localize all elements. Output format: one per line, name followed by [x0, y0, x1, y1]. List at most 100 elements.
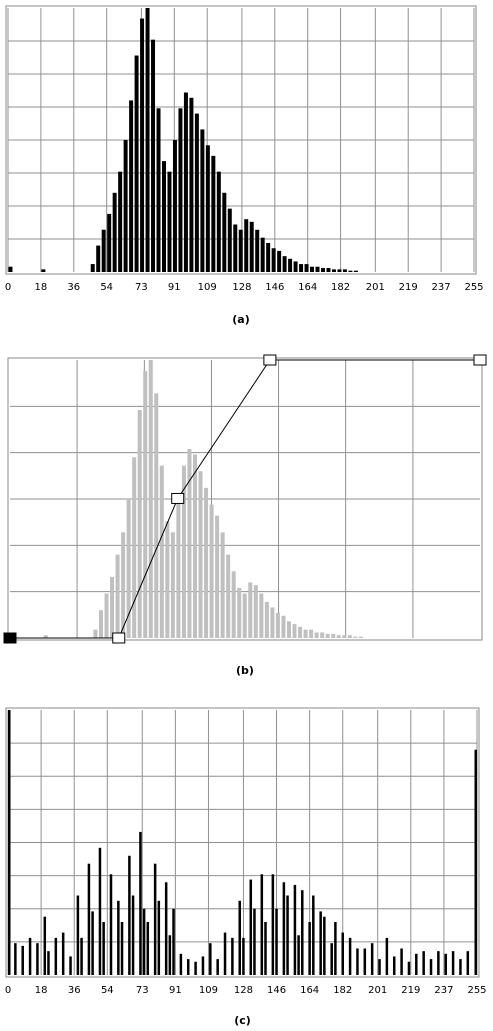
histogram-bar: [315, 266, 320, 272]
bar: [98, 847, 102, 975]
bar: [179, 953, 183, 975]
bar: [131, 895, 135, 975]
histogram-bar: [93, 629, 98, 638]
bar: [264, 922, 267, 975]
bar: [47, 951, 50, 975]
bar: [260, 874, 264, 975]
histogram-bar: [41, 269, 46, 272]
bar: [61, 932, 65, 975]
histogram-bar: [299, 264, 304, 272]
histogram-bar: [277, 250, 282, 272]
x-tick-label: 201: [366, 282, 385, 293]
histogram-bar: [233, 224, 238, 272]
x-tick-label: 18: [35, 985, 48, 996]
histogram-bar: [358, 636, 363, 638]
histogram-bar: [314, 632, 319, 638]
histogram-bar: [242, 593, 247, 638]
bar: [293, 884, 297, 975]
caption: (c): [234, 1014, 251, 1027]
bar: [400, 948, 403, 975]
histogram-bar: [165, 521, 170, 638]
histogram-bar: [292, 624, 297, 638]
histogram-bar: [342, 635, 347, 638]
histogram-bar: [129, 100, 134, 273]
histogram-bar: [151, 39, 156, 273]
histogram-bar: [167, 171, 172, 272]
histogram-bar: [194, 113, 199, 272]
bar: [8, 710, 11, 975]
control-point: [263, 354, 277, 366]
bar: [466, 951, 470, 975]
bar: [330, 943, 333, 975]
histogram-bar: [140, 18, 145, 273]
bar: [297, 935, 300, 975]
histogram-bar: [298, 626, 303, 638]
x-tick-label: 182: [333, 985, 352, 996]
x-tick-label: 54: [100, 282, 113, 293]
bar: [194, 961, 197, 975]
bar: [128, 855, 131, 975]
histogram-bar: [231, 571, 236, 638]
bar: [348, 937, 352, 975]
bar: [422, 951, 425, 975]
x-tick-label: 0: [5, 985, 11, 996]
histogram-bar: [348, 270, 353, 272]
histogram-bar: [170, 532, 175, 638]
bar: [378, 959, 381, 975]
histogram-bar: [303, 629, 308, 638]
bar: [341, 932, 344, 975]
histogram-bar: [205, 145, 210, 272]
bar: [164, 882, 168, 975]
histogram-bar: [132, 457, 137, 638]
bar: [87, 863, 91, 975]
bar: [153, 863, 157, 975]
histogram-bar: [320, 268, 325, 272]
histogram-bar: [200, 129, 205, 272]
histogram-bar: [309, 629, 314, 638]
histogram-bar: [187, 448, 192, 638]
bar: [385, 937, 389, 975]
bar: [146, 922, 150, 975]
histogram-bar: [211, 155, 216, 272]
histogram-bar: [215, 515, 220, 638]
bar: [231, 937, 234, 975]
bar: [370, 943, 374, 975]
caption: (a): [232, 313, 249, 326]
histogram-bar: [148, 360, 153, 638]
caption: (b): [236, 664, 254, 677]
x-tick-label: 219: [399, 282, 418, 293]
bar: [186, 959, 190, 975]
histogram-bar: [222, 192, 227, 272]
histogram-bar: [126, 499, 131, 638]
histogram-bar: [281, 615, 286, 638]
histogram-bar: [118, 171, 123, 272]
bar: [69, 956, 72, 975]
histogram-bar: [183, 92, 188, 272]
histogram-bar: [347, 635, 352, 638]
bar: [308, 922, 311, 975]
x-tick-label: 73: [135, 282, 148, 293]
bar: [36, 943, 39, 975]
histogram-bar: [331, 633, 336, 638]
x-tick-label: 201: [368, 985, 387, 996]
bar: [323, 916, 326, 975]
histogram-bar: [249, 221, 254, 272]
control-point: [473, 354, 487, 366]
histogram-bar: [336, 635, 341, 638]
histogram-bar: [353, 636, 358, 638]
histogram-bar: [90, 264, 95, 272]
histogram-bar: [270, 607, 275, 638]
histogram-bar: [248, 582, 253, 638]
bar: [356, 948, 359, 975]
control-point: [3, 632, 17, 644]
bar: [157, 900, 161, 975]
histogram-bar: [121, 532, 126, 638]
histogram-bar: [112, 192, 117, 272]
histogram-bar: [123, 140, 128, 272]
bar: [415, 953, 418, 975]
x-tick-label: 237: [434, 985, 453, 996]
bar: [319, 911, 322, 975]
histogram-bar: [204, 487, 209, 638]
histogram-bar: [342, 269, 347, 272]
